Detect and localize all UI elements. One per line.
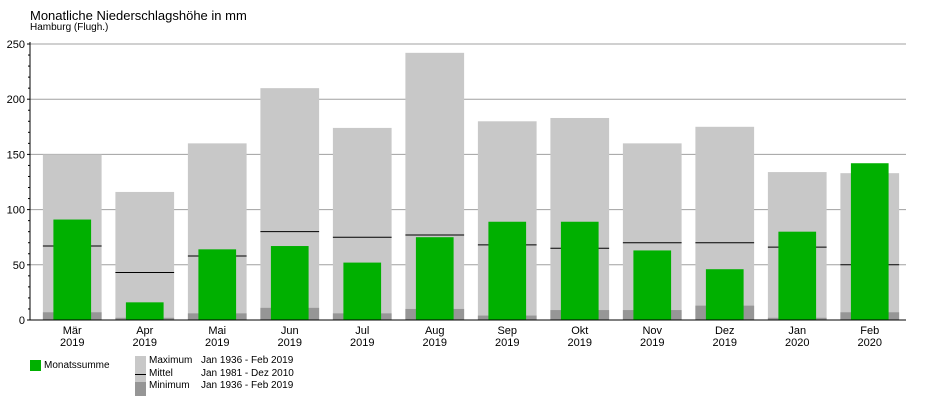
grid-layer bbox=[30, 43, 906, 266]
y-tick-label-100: 100 bbox=[7, 205, 25, 217]
x-tick-month-1: Apr bbox=[136, 325, 153, 337]
y-tick-label-150: 150 bbox=[7, 149, 25, 161]
y-tick-label-250: 250 bbox=[7, 39, 25, 51]
x-tick-year-9: 2019 bbox=[713, 337, 737, 349]
monthly-bar-3 bbox=[270, 246, 309, 320]
legend-mean-label: Mittel bbox=[149, 368, 173, 379]
x-tick-year-0: 2019 bbox=[60, 337, 84, 349]
monthly-bar-1 bbox=[125, 302, 164, 320]
monthly-bar-5 bbox=[415, 237, 454, 320]
y-tick-label-0: 0 bbox=[19, 315, 25, 327]
axis-layer: 050100150200250Mär2019Apr2019Mai2019Jun2… bbox=[7, 39, 906, 349]
monthly-bar-11 bbox=[850, 163, 889, 320]
chart-subtitle: Hamburg (Flugh.) bbox=[30, 22, 109, 33]
x-tick-month-2: Mai bbox=[208, 325, 226, 337]
x-tick-year-4: 2019 bbox=[350, 337, 374, 349]
monthly-bar-6 bbox=[488, 221, 527, 320]
x-tick-month-10: Jan bbox=[788, 325, 806, 337]
monthly-bar-0 bbox=[53, 219, 92, 320]
x-tick-month-6: Sep bbox=[497, 325, 517, 337]
x-tick-month-7: Okt bbox=[571, 325, 588, 337]
legend-minimum-label: Minimum bbox=[149, 380, 190, 391]
legend-mean-swatch bbox=[135, 369, 146, 382]
bars-layer bbox=[42, 52, 900, 321]
x-tick-month-0: Mär bbox=[63, 325, 82, 337]
chart-title: Monatliche Niederschlagshöhe in mm bbox=[30, 8, 247, 23]
x-tick-year-5: 2019 bbox=[423, 337, 447, 349]
x-tick-year-1: 2019 bbox=[133, 337, 157, 349]
x-tick-year-6: 2019 bbox=[495, 337, 519, 349]
x-tick-month-4: Jul bbox=[355, 325, 369, 337]
monthly-bar-2 bbox=[198, 249, 237, 320]
legend-maximum-label: Maximum bbox=[149, 355, 193, 366]
x-tick-month-8: Nov bbox=[642, 325, 662, 337]
legend-monthly-label: Monatssumme bbox=[44, 360, 110, 371]
x-tick-year-11: 2020 bbox=[858, 337, 882, 349]
monthly-bar-4 bbox=[343, 262, 382, 320]
legend-minimum-swatch bbox=[135, 382, 146, 396]
monthly-bar-7 bbox=[560, 221, 599, 320]
x-tick-year-2: 2019 bbox=[205, 337, 229, 349]
x-tick-year-10: 2020 bbox=[785, 337, 809, 349]
x-tick-month-9: Dez bbox=[715, 325, 735, 337]
x-tick-month-11: Feb bbox=[860, 325, 879, 337]
monthly-bar-8 bbox=[633, 250, 672, 320]
y-tick-label-200: 200 bbox=[7, 94, 25, 106]
monthly-bar-9 bbox=[705, 269, 744, 320]
legend-maximum-period: Jan 1936 - Feb 2019 bbox=[201, 355, 294, 366]
y-tick-label-50: 50 bbox=[13, 260, 25, 272]
x-tick-year-8: 2019 bbox=[640, 337, 664, 349]
legend-monthly-swatch bbox=[30, 360, 41, 371]
x-tick-year-3: 2019 bbox=[278, 337, 302, 349]
x-tick-month-5: Aug bbox=[425, 325, 445, 337]
legend-mean-line bbox=[135, 374, 146, 375]
legend-mean-period: Jan 1981 - Dez 2010 bbox=[201, 368, 294, 379]
x-tick-month-3: Jun bbox=[281, 325, 299, 337]
monthly-bar-10 bbox=[778, 231, 817, 320]
legend-minimum-period: Jan 1936 - Feb 2019 bbox=[201, 380, 294, 391]
x-tick-year-7: 2019 bbox=[568, 337, 592, 349]
max-bar-1 bbox=[115, 191, 175, 320]
legend-maximum-swatch bbox=[135, 356, 146, 369]
